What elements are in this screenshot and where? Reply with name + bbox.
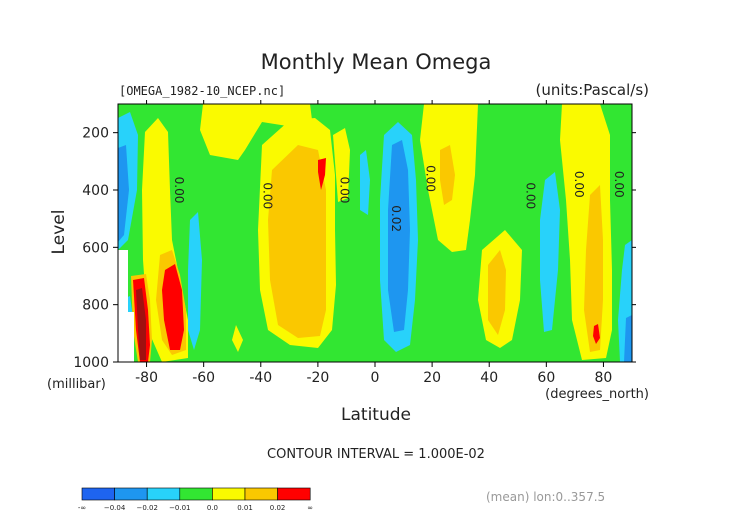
x-tick-label: 20: [423, 370, 441, 386]
colorbar-swatch: [146, 487, 181, 501]
colorbar-swatch: [212, 487, 246, 501]
plot-area: [117, 103, 633, 363]
units-label: (units:Pascal/s): [536, 81, 650, 99]
colorbar-label: -∞: [78, 504, 86, 512]
moderate-positive-region: [440, 145, 455, 205]
contour-label: 0.00: [423, 165, 437, 192]
colorbar-label: 0.01: [237, 504, 253, 512]
colorbar-swatch: [179, 487, 213, 501]
x-tick-label: 40: [480, 370, 498, 386]
colorbar-swatch: [244, 487, 278, 501]
moderate-positive-region: [584, 185, 603, 352]
missing-data-region: [118, 250, 134, 362]
x-axis: -80 -60 -40 -20 0 20 40 60 80: [135, 100, 612, 386]
colorbar-label: −0.01: [169, 504, 190, 512]
strong-negative-region: [388, 140, 410, 332]
colorbar-label: 0.02: [270, 504, 286, 512]
contour-interval-text: CONTOUR INTERVAL = 1.000E-02: [267, 447, 485, 462]
negative-region: [540, 172, 560, 332]
x-tick-label: -20: [306, 370, 329, 386]
x-unit-label: (degrees_north): [545, 387, 649, 402]
moderate-positive-region: [488, 250, 506, 335]
colorbar: -∞ −0.04 −0.02 −0.01 0.0 0.01 0.02 ∞: [78, 487, 313, 512]
negative-region: [360, 150, 370, 215]
y-axis-title: Level: [49, 210, 69, 255]
high-positive-region: [162, 264, 184, 350]
strong-negative-region: [624, 315, 632, 362]
x-tick-label: 0: [371, 370, 380, 386]
colorbar-label: −0.04: [104, 504, 126, 512]
y-tick-label: 400: [82, 183, 109, 199]
contour-label: 0.00: [523, 182, 537, 209]
positive-spot: [593, 324, 600, 344]
file-label: [OMEGA_1982-10_NCEP.nc]: [119, 84, 285, 98]
negative-region: [188, 212, 202, 350]
positive-region: [333, 128, 350, 202]
x-tick-label: 60: [537, 370, 555, 386]
positive-spot: [318, 158, 326, 190]
x-tick-label: 80: [595, 370, 613, 386]
x-axis-title: Latitude: [341, 405, 411, 425]
contour-labels: 0.00 0.00 0.00 0.02 0.00 0.00 0.00 0.00: [172, 165, 626, 232]
contour-label: 0.02: [389, 205, 403, 232]
colorbar-swatch: [81, 487, 115, 501]
very-high-positive-region: [136, 288, 146, 360]
strong-negative-region: [118, 145, 129, 242]
moderate-positive-region: [268, 145, 326, 338]
contour-label: 0.00: [261, 182, 275, 209]
colorbar-swatch: [114, 487, 148, 501]
colorbar-swatch: [277, 487, 311, 501]
colorbar-label: 0.0: [207, 504, 218, 512]
colorbar-label: −0.02: [136, 504, 157, 512]
contour-label: 0.00: [172, 177, 186, 204]
contour-label: 0.00: [612, 171, 626, 198]
y-tick-label: 600: [82, 240, 109, 256]
mean-text: (mean) lon:0..357.5: [486, 490, 605, 504]
y-tick-label: 200: [82, 126, 109, 142]
colorbar-label: ∞: [307, 504, 313, 512]
y-tick-label: 800: [82, 298, 109, 314]
chart-title: Monthly Mean Omega: [261, 50, 492, 74]
x-tick-label: -60: [192, 370, 215, 386]
contour-label: 0.00: [338, 177, 352, 204]
contour-label: 0.00: [572, 171, 586, 198]
y-unit-label: (millibar): [47, 377, 106, 392]
positive-region: [232, 325, 243, 352]
y-tick-label: 1000: [73, 355, 109, 371]
y-axis: 200 400 600 800 1000: [73, 126, 636, 371]
positive-region: [200, 104, 312, 160]
x-tick-label: -80: [135, 370, 158, 386]
x-tick-label: -40: [249, 370, 272, 386]
